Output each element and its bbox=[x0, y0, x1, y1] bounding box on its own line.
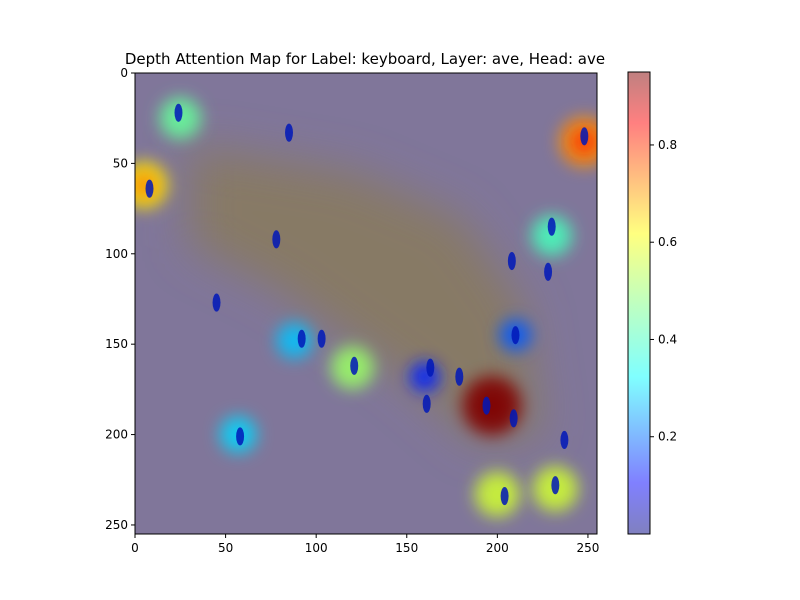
x-tick-label: 150 bbox=[395, 541, 418, 555]
colorbar-gradient bbox=[628, 72, 650, 534]
x-tick-label: 100 bbox=[305, 541, 328, 555]
colorbar-frame bbox=[627, 71, 651, 535]
y-tick-label: 0 bbox=[120, 66, 128, 80]
hotspot bbox=[409, 361, 441, 393]
x-tick-label: 250 bbox=[576, 541, 599, 555]
y-tick-label: 200 bbox=[105, 428, 128, 442]
chart-title: Depth Attention Map for Label: keyboard,… bbox=[125, 50, 605, 68]
hotspot bbox=[474, 471, 520, 517]
object-blob bbox=[551, 476, 560, 495]
object-blob bbox=[426, 358, 435, 377]
object-blob bbox=[509, 409, 518, 428]
colorbar-tick-label: 0.4 bbox=[658, 332, 677, 346]
object-blob bbox=[507, 251, 516, 271]
object-blob bbox=[285, 123, 293, 142]
y-tick-label: 50 bbox=[113, 156, 128, 170]
object-blob bbox=[212, 293, 221, 312]
x-tick-label: 50 bbox=[218, 541, 233, 555]
colorbar-tick-label: 0.2 bbox=[658, 430, 677, 444]
diffuse-attention-region bbox=[189, 145, 543, 444]
colorbar: 0.2 0.4 0.6 0.8 bbox=[627, 71, 677, 535]
y-axis: 0 50 100 150 200 250 bbox=[105, 66, 135, 532]
object-blob bbox=[455, 367, 464, 386]
x-tick-label: 200 bbox=[486, 541, 509, 555]
diffuse-region bbox=[189, 145, 543, 444]
colorbar-tick-label: 0.8 bbox=[658, 138, 677, 152]
object-blob bbox=[422, 394, 431, 413]
object-blob bbox=[236, 427, 245, 446]
colorbar-tick-label: 0.6 bbox=[658, 235, 677, 249]
object-blob bbox=[272, 230, 281, 249]
object-blob bbox=[145, 179, 154, 198]
x-tick-label: 0 bbox=[131, 541, 139, 555]
hotspot bbox=[276, 322, 313, 359]
object-blob bbox=[174, 103, 183, 122]
plot-area bbox=[135, 73, 597, 534]
object-blob bbox=[350, 356, 359, 375]
y-tick-label: 250 bbox=[105, 518, 128, 532]
plot-frame bbox=[134, 72, 598, 535]
object-blob bbox=[500, 486, 509, 506]
object-blob bbox=[580, 127, 589, 146]
object-blobs bbox=[145, 103, 589, 506]
y-tick-label: 100 bbox=[105, 247, 128, 261]
object-blob bbox=[544, 262, 553, 281]
object-blob bbox=[482, 396, 491, 415]
object-blob bbox=[560, 430, 569, 450]
object-blob bbox=[547, 217, 556, 236]
colorbar-ticks: 0.2 0.4 0.6 0.8 bbox=[650, 138, 677, 444]
object-blob bbox=[297, 329, 306, 348]
object-blob bbox=[511, 326, 520, 345]
object-blob bbox=[317, 329, 326, 348]
x-axis: 0 50 100 150 200 250 bbox=[131, 534, 599, 555]
y-tick-label: 150 bbox=[105, 337, 128, 351]
